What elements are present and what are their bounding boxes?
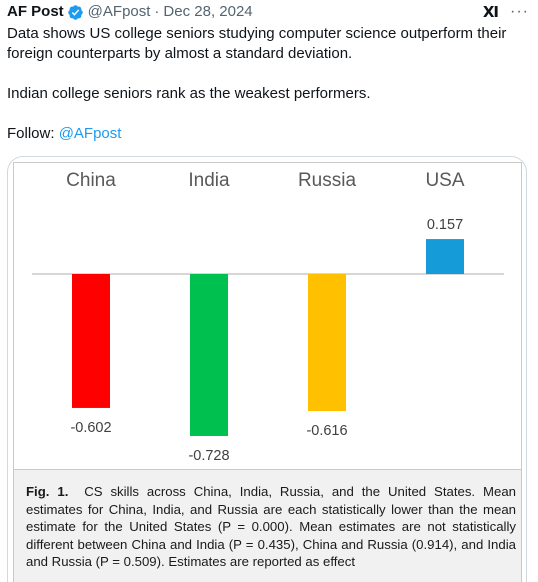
post-text: Data shows US college seniors studying c… [7, 24, 531, 144]
data-label: 0.157 [427, 217, 463, 233]
header-separator: · [154, 3, 160, 20]
data-label: -0.728 [188, 448, 229, 464]
follow-prefix: Follow: [7, 125, 59, 142]
bar [72, 274, 110, 408]
post-header: AF Post @AFpost · Dec 28, 2024 XI ··· [7, 1, 531, 23]
post: AF Post @AFpost · Dec 28, 2024 XI ··· Da… [7, 0, 531, 164]
bar [426, 239, 464, 274]
verified-badge-icon [67, 4, 84, 21]
data-label: -0.616 [306, 423, 347, 439]
post-date[interactable]: Dec 28, 2024 [163, 3, 253, 20]
caption-text: CS skills across China, India, Russia, a… [26, 484, 516, 569]
author-handle[interactable]: @AFpost [87, 3, 151, 20]
post-paragraph-1: Data shows US college seniors studying c… [7, 25, 507, 62]
bar [308, 274, 346, 412]
author-name[interactable]: AF Post [7, 3, 64, 20]
bar [190, 274, 228, 436]
category-label: China [66, 170, 116, 191]
data-label: -0.602 [70, 420, 111, 436]
figure-caption-box: Fig. 1. CS skills across China, India, R… [13, 469, 522, 582]
post-follow-line: Follow: @AFpost [7, 124, 531, 144]
post-paragraph-2: Indian college seniors rank as the weake… [7, 85, 371, 102]
figure-caption: Fig. 1. CS skills across China, India, R… [26, 483, 516, 571]
category-label: Russia [298, 170, 357, 191]
category-label: USA [425, 170, 464, 191]
post-media-image[interactable]: China -0.602 India -0.728 Russia -0.616 USA 0.1… [7, 156, 527, 582]
header-actions: XI ··· [483, 2, 529, 22]
bar-chart: China -0.602 India -0.728 Russia -0.616 USA 0.1… [32, 170, 504, 464]
category-label: India [188, 170, 230, 191]
more-options-icon[interactable]: ··· [510, 3, 529, 20]
caption-label: Fig. 1. [26, 484, 69, 499]
grok-icon[interactable]: XI [482, 3, 499, 21]
follow-link[interactable]: @AFpost [58, 125, 122, 142]
